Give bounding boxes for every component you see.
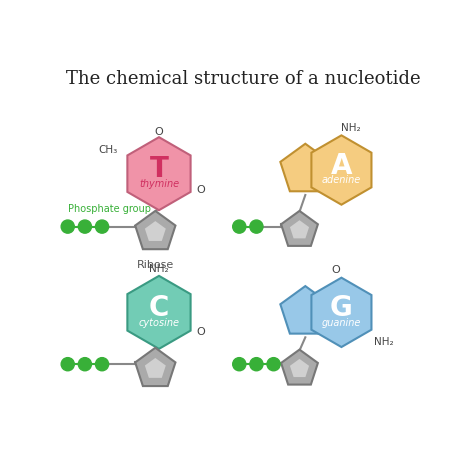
Polygon shape (135, 348, 175, 386)
Polygon shape (280, 286, 330, 334)
Circle shape (233, 220, 246, 233)
Text: NH₂: NH₂ (149, 264, 169, 273)
Circle shape (78, 357, 91, 371)
Text: adenine: adenine (322, 175, 361, 185)
Text: guanine: guanine (322, 318, 361, 328)
Text: cytosine: cytosine (138, 318, 180, 328)
Text: T: T (149, 155, 168, 183)
Text: NH₂: NH₂ (374, 337, 393, 347)
Text: G: G (330, 294, 353, 322)
Polygon shape (281, 211, 318, 246)
Text: Ribose: Ribose (137, 260, 174, 270)
Text: CH₃: CH₃ (98, 145, 118, 155)
Circle shape (95, 220, 109, 233)
Text: O: O (332, 265, 340, 275)
Polygon shape (290, 359, 309, 377)
Polygon shape (128, 137, 191, 210)
Circle shape (95, 357, 109, 371)
Text: The chemical structure of a nucleotide: The chemical structure of a nucleotide (65, 70, 420, 88)
Circle shape (250, 220, 263, 233)
Text: O: O (197, 185, 205, 195)
Text: thymine: thymine (139, 179, 179, 189)
Polygon shape (135, 211, 175, 249)
Text: Phosphate group: Phosphate group (68, 204, 151, 214)
Circle shape (61, 357, 74, 371)
Text: O: O (155, 127, 164, 137)
Text: A: A (331, 152, 352, 180)
Text: C: C (149, 294, 169, 322)
Polygon shape (145, 221, 166, 241)
Polygon shape (290, 220, 309, 238)
Polygon shape (280, 144, 330, 191)
Circle shape (267, 357, 280, 371)
Polygon shape (145, 358, 166, 378)
Circle shape (78, 220, 91, 233)
Polygon shape (281, 350, 318, 384)
Text: O: O (197, 328, 205, 337)
Polygon shape (128, 276, 191, 349)
Circle shape (233, 357, 246, 371)
Circle shape (250, 357, 263, 371)
Polygon shape (311, 136, 372, 205)
Circle shape (61, 220, 74, 233)
Polygon shape (311, 278, 372, 347)
Text: NH₂: NH₂ (341, 123, 360, 133)
